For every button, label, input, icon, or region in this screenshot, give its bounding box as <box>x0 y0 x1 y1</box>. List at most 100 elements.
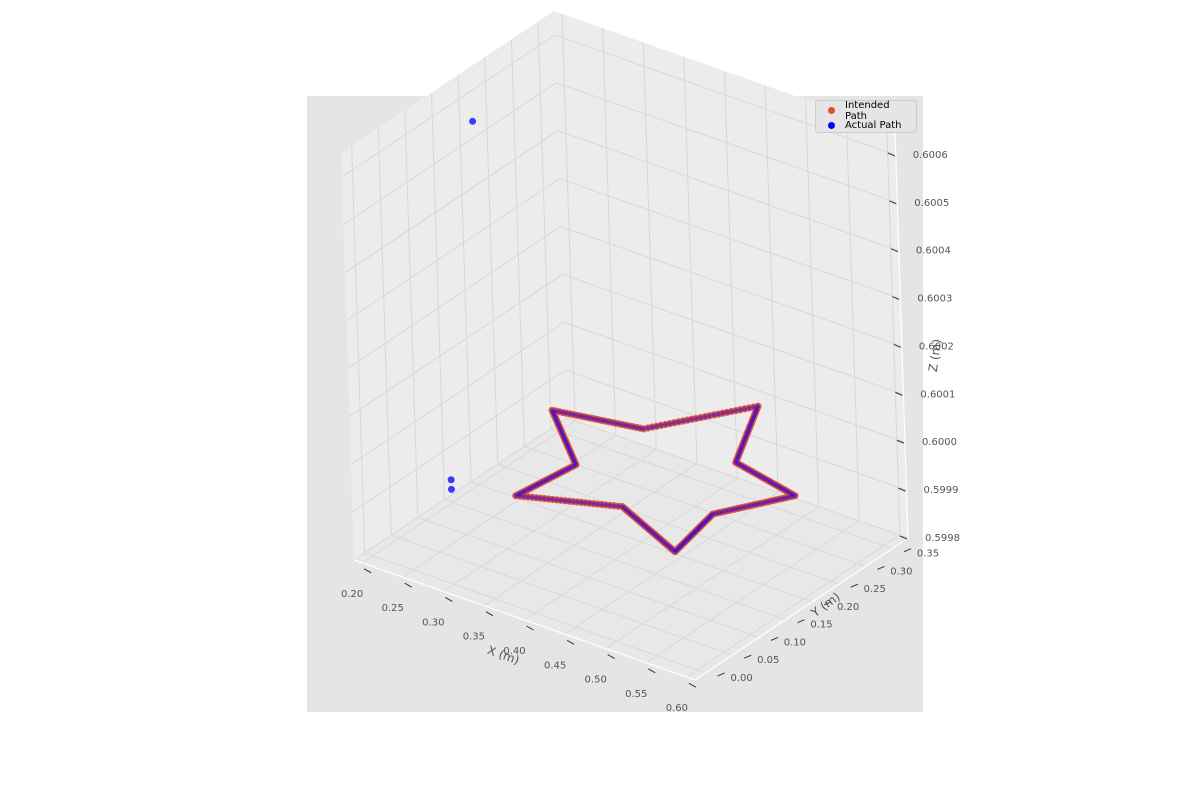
actual-path-point <box>769 480 775 486</box>
actual-path-point <box>571 458 577 463</box>
actual-path-point <box>735 461 741 466</box>
actual-path-point <box>630 424 636 429</box>
z-tick-label: 0.5998 <box>925 533 960 544</box>
grid-line-x-back <box>764 85 779 493</box>
actual-path-point <box>662 540 668 546</box>
actual-path-point <box>587 501 592 506</box>
y-tick-mark <box>797 619 805 624</box>
z-tick-label: 0.6002 <box>919 341 954 352</box>
actual-path-point <box>638 520 643 525</box>
actual-path-point <box>747 425 752 431</box>
actual-path-point <box>518 491 523 496</box>
actual-path-point <box>606 419 611 424</box>
actual-path-point <box>616 503 621 509</box>
z-tick-label: 0.6005 <box>914 198 949 209</box>
actual-path-point <box>517 493 523 499</box>
grid-line-x-back <box>683 56 698 464</box>
actual-path-point <box>742 438 747 444</box>
actual-path-point <box>670 547 676 553</box>
actual-path-point <box>515 492 521 497</box>
actual-path-point <box>748 503 753 508</box>
actual-path-point <box>723 509 728 514</box>
actual-path-point <box>781 487 786 492</box>
actual-path-point <box>569 464 574 470</box>
z-tick-label: 0.6003 <box>917 294 952 305</box>
actual-path-point <box>741 440 746 446</box>
grid-line-z-back <box>554 34 896 156</box>
actual-path-point <box>709 513 714 518</box>
actual-path-point <box>664 542 670 547</box>
grid-line-y-floor <box>470 481 813 603</box>
actual-path-point <box>749 419 755 424</box>
actual-path-point <box>739 445 744 450</box>
actual-path-point <box>571 463 576 469</box>
actual-path-point <box>774 483 779 488</box>
intended-path-point <box>749 403 758 411</box>
actual-path-point <box>558 498 564 503</box>
actual-path-point <box>527 486 532 491</box>
grid-line-x-back <box>642 42 657 450</box>
actual-path-point <box>620 422 625 427</box>
actual-path-point <box>767 499 772 504</box>
actual-path-point <box>542 496 547 501</box>
grid-line-y-floor <box>550 428 893 550</box>
actual-path-point <box>630 513 635 518</box>
actual-path-point <box>672 420 677 425</box>
actual-path-point <box>591 501 596 506</box>
actual-path-point <box>746 405 752 411</box>
actual-path-point <box>764 499 769 505</box>
y-tick-mark <box>717 672 725 677</box>
actual-path-point <box>740 442 745 448</box>
actual-path-point <box>543 478 549 483</box>
y-tick-label: 0.35 <box>917 549 939 560</box>
actual-path-point <box>562 468 567 473</box>
actual-path-point <box>763 476 768 482</box>
grid-line-x-floor <box>564 491 779 635</box>
x-tick-mark <box>526 625 534 631</box>
actual-path-point <box>570 454 575 459</box>
actual-path-point <box>735 506 741 511</box>
actual-path-point <box>658 537 664 542</box>
grid-line-y-floor <box>497 463 839 585</box>
y-tick-label: 0.25 <box>864 584 886 595</box>
actual-path-point <box>785 489 791 495</box>
grid-line-x-floor <box>443 449 657 592</box>
actual-path-point <box>754 408 759 413</box>
z-tick-mark <box>896 439 905 444</box>
x-tick-label: 0.25 <box>382 603 404 614</box>
x-tick-mark <box>445 596 453 602</box>
actual-path-point <box>678 543 684 549</box>
legend-marker-intended <box>828 107 835 114</box>
actual-path-point <box>780 496 785 501</box>
grid-line-y-left <box>537 21 552 429</box>
actual-path-point <box>644 525 649 530</box>
actual-path-point <box>574 413 579 418</box>
grid-line-z-back <box>563 321 906 443</box>
grid-line-x-floor <box>605 506 819 649</box>
grid-line-y-left <box>404 110 419 518</box>
actual-path-point <box>546 476 551 482</box>
actual-path-point <box>748 421 754 426</box>
actual-path-outlier-point <box>469 117 477 125</box>
actual-path-point <box>567 447 572 453</box>
grid-line-z-left <box>349 273 563 417</box>
actual-path-point <box>668 546 674 551</box>
actual-path-point <box>553 408 558 414</box>
y-axis-line <box>694 537 909 681</box>
actual-path-point <box>522 488 528 494</box>
actual-path-point <box>549 408 555 413</box>
actual-path-point <box>711 412 717 418</box>
actual-path-point <box>680 542 685 547</box>
actual-path-point <box>749 469 754 474</box>
actual-path-point <box>684 537 689 543</box>
actual-path-point <box>648 528 653 534</box>
z-tick-label: 0.6000 <box>922 437 957 448</box>
actual-path-point <box>654 533 659 539</box>
actual-path-point <box>660 539 666 544</box>
actual-path-point <box>756 473 761 478</box>
actual-path-point <box>570 499 576 504</box>
x-tick-mark <box>566 639 575 645</box>
z-tick-mark <box>892 296 900 301</box>
actual-path-point <box>738 447 744 452</box>
actual-path-point <box>737 449 743 454</box>
